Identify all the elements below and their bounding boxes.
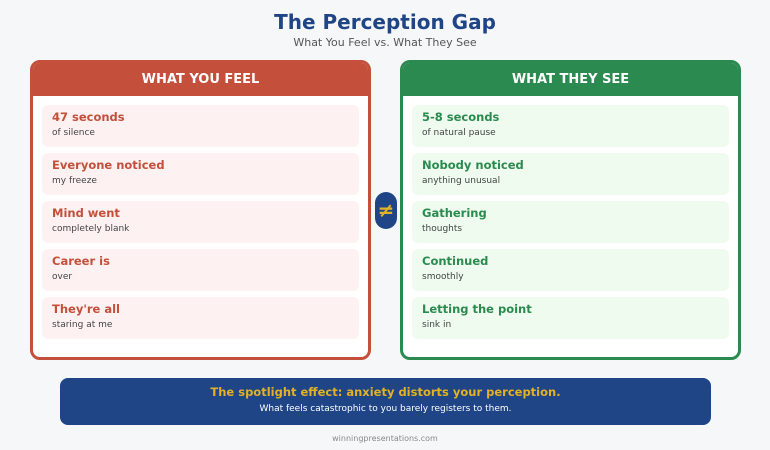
list-item: Mind went completely blank bbox=[42, 201, 359, 243]
item-subtext: anything unusual bbox=[422, 176, 501, 186]
item-subtext: sink in bbox=[422, 320, 452, 330]
summary-banner: The spotlight effect: anxiety distorts y… bbox=[60, 378, 711, 425]
page-title: The Perception Gap bbox=[274, 10, 496, 34]
list-item: Career is over bbox=[42, 249, 359, 291]
item-heading: Letting the point bbox=[422, 302, 532, 316]
item-heading: Everyone noticed bbox=[52, 158, 165, 172]
footer-credit: winningpresentations.com bbox=[332, 434, 438, 443]
panel-title: WHAT YOU FEEL bbox=[33, 63, 368, 96]
item-subtext: of silence bbox=[52, 128, 95, 138]
item-heading: Mind went bbox=[52, 206, 120, 220]
not-equal-icon: ≠ bbox=[375, 192, 397, 229]
item-heading: They're all bbox=[52, 302, 120, 316]
item-subtext: over bbox=[52, 272, 73, 282]
item-subtext: completely blank bbox=[52, 224, 130, 234]
banner-subtext: What feels catastrophic to you barely re… bbox=[259, 404, 512, 414]
banner-headline: The spotlight effect: anxiety distorts y… bbox=[210, 385, 561, 399]
item-heading: Continued bbox=[422, 254, 489, 268]
what-you-feel-panel: WHAT YOU FEEL 47 seconds of silence Every… bbox=[30, 60, 371, 360]
panel-title: WHAT THEY SEE bbox=[403, 63, 738, 96]
list-item: Nobody noticed anything unusual bbox=[412, 153, 729, 195]
list-item: Everyone noticed my freeze bbox=[42, 153, 359, 195]
item-heading: 47 seconds bbox=[52, 110, 125, 124]
item-subtext: smoothly bbox=[422, 272, 464, 282]
list-item: Continued smoothly bbox=[412, 249, 729, 291]
what-they-see-panel: WHAT THEY SEE 5-8 seconds of natural paus… bbox=[400, 60, 741, 360]
list-item: 47 seconds of silence bbox=[42, 105, 359, 147]
item-heading: Nobody noticed bbox=[422, 158, 524, 172]
list-item: Letting the point sink in bbox=[412, 297, 729, 339]
list-item: They're all staring at me bbox=[42, 297, 359, 339]
list-item: Gathering thoughts bbox=[412, 201, 729, 243]
item-heading: Career is bbox=[52, 254, 110, 268]
item-subtext: staring at me bbox=[52, 320, 113, 330]
item-subtext: thoughts bbox=[422, 224, 463, 234]
list-item: 5-8 seconds of natural pause bbox=[412, 105, 729, 147]
item-heading: Gathering bbox=[422, 206, 487, 220]
page-subtitle: What You Feel vs. What They See bbox=[293, 36, 477, 49]
item-subtext: my freeze bbox=[52, 176, 97, 186]
item-heading: 5-8 seconds bbox=[422, 110, 500, 124]
item-subtext: of natural pause bbox=[422, 128, 496, 138]
